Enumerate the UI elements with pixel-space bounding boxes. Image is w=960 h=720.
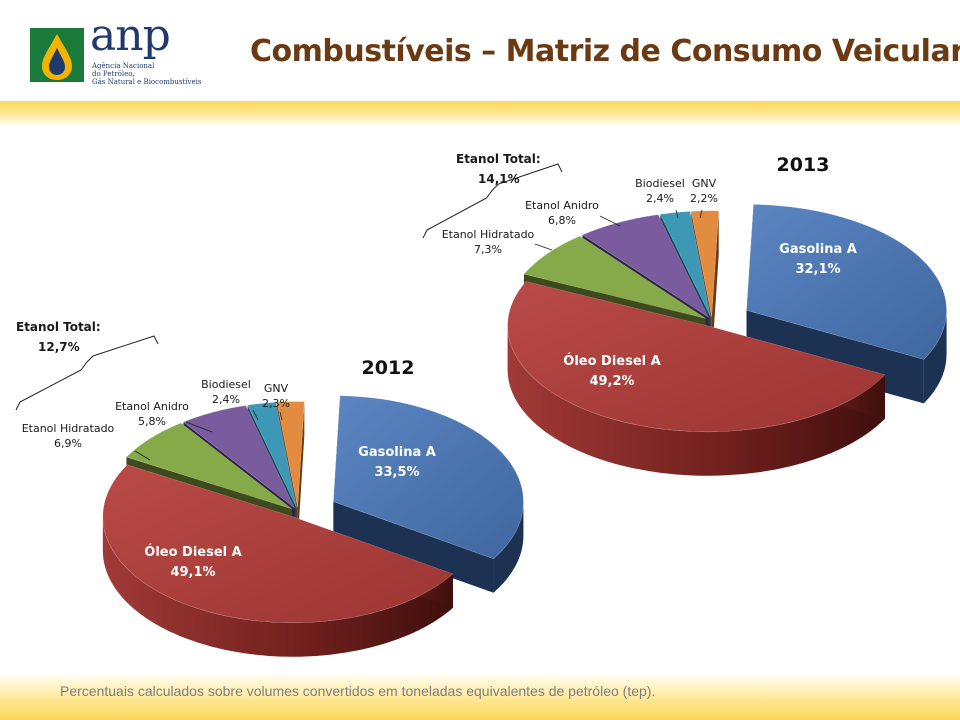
logo-subtitle-line: do Petróleo, <box>92 70 135 78</box>
etanol-total-brace <box>15 335 159 411</box>
slice-label-name: GNV <box>264 382 289 395</box>
anp-logo-icon <box>30 28 84 82</box>
pie-2013 <box>507 204 947 476</box>
logo-subtitle-line: Gás Natural e Biocombustíveis <box>92 78 202 86</box>
pie-slice-cut <box>711 210 719 361</box>
slice-label-name: Óleo Diesel A <box>563 353 660 369</box>
slice-label-value: 2,3% <box>262 397 290 410</box>
decorative-band-bottom <box>0 672 960 720</box>
slice-label-value: 2,4% <box>646 192 674 205</box>
logo-subtitle: Agência Nacional do Petróleo, Gás Natura… <box>92 62 202 86</box>
leader-line <box>134 450 151 461</box>
pie-slice-gasolina-a <box>333 395 524 560</box>
group-annotation-value: 12,7% <box>38 340 80 354</box>
pie-slice-etanol-hidratado <box>125 422 293 510</box>
group-annotation-name: Etanol Total: <box>456 152 541 166</box>
slice-label-value: 6,9% <box>54 437 82 450</box>
pie-slice-side <box>102 516 453 657</box>
pie-slice--leo-diesel-a <box>102 464 454 624</box>
pie-slice-gnv <box>276 401 305 508</box>
leader-line <box>675 209 679 219</box>
pie-slice-etanol-anidro <box>182 405 295 509</box>
slice-label-name: Gasolina A <box>779 242 857 257</box>
group-annotation-name: Etanol Total: <box>16 320 101 334</box>
slice-label-name: Etanol Anidro <box>115 400 189 413</box>
pie-slice-biodiesel <box>247 401 297 508</box>
footnote: Percentuais calculados sobre volumes con… <box>60 683 656 699</box>
group-annotation-value: 14,1% <box>478 172 520 186</box>
pie-2012 <box>102 395 524 657</box>
slice-label-value: 7,3% <box>474 243 502 256</box>
pie-slice--leo-diesel-a <box>507 281 886 433</box>
pie-slice-etanol-anidro <box>581 214 710 319</box>
pie-slice-side <box>507 325 885 476</box>
pie-slice-side <box>493 501 524 593</box>
leader-line <box>699 209 703 219</box>
slice-label-name: Etanol Anidro <box>525 199 599 212</box>
decorative-band-top <box>0 101 960 127</box>
chart-year-label: 2013 <box>777 154 830 176</box>
pie-slice-gnv <box>690 210 720 317</box>
leader-line <box>599 215 621 227</box>
slice-label-value: 49,1% <box>170 565 215 580</box>
slice-label-value: 33,5% <box>374 465 419 480</box>
logo-wordmark: anp <box>90 10 171 61</box>
slice-label-name: Etanol Hidratado <box>22 422 115 435</box>
pie-slice-biodiesel <box>659 211 711 317</box>
chart-year-label: 2012 <box>362 357 415 379</box>
slice-label-value: 32,1% <box>795 262 840 277</box>
etanol-total-brace <box>422 163 563 239</box>
slice-label-value: 5,8% <box>138 415 166 428</box>
slice-label-name: Biodiesel <box>635 177 685 190</box>
pie-slice-cut <box>297 401 305 542</box>
slice-label-name: Gasolina A <box>358 445 436 460</box>
slice-label-value: 49,2% <box>589 374 634 389</box>
page-title: Combustíveis – Matriz de Consumo Veicula… <box>250 34 960 69</box>
slice-label-name: Etanol Hidratado <box>442 228 535 241</box>
slice-label-name: Biodiesel <box>201 378 251 391</box>
leader-line <box>185 421 213 433</box>
pie-slice-etanol-hidratado <box>523 235 706 319</box>
pie-slice-side <box>923 310 947 404</box>
header: anp Agência Nacional do Petróleo, Gás Na… <box>0 0 960 100</box>
slice-label-name: Óleo Diesel A <box>144 544 241 560</box>
slice-label-value: 2,2% <box>690 192 718 205</box>
pie-slice-cut <box>333 501 494 593</box>
leader-line <box>252 409 259 421</box>
leader-line <box>534 243 553 251</box>
pie-slice-gasolina-a <box>746 204 947 360</box>
leader-line <box>279 411 283 421</box>
logo-subtitle-line: Agência Nacional <box>92 62 155 70</box>
slice-label-value: 6,8% <box>548 214 576 227</box>
slice-label-name: GNV <box>692 177 717 190</box>
slice-label-value: 2,4% <box>212 393 240 406</box>
